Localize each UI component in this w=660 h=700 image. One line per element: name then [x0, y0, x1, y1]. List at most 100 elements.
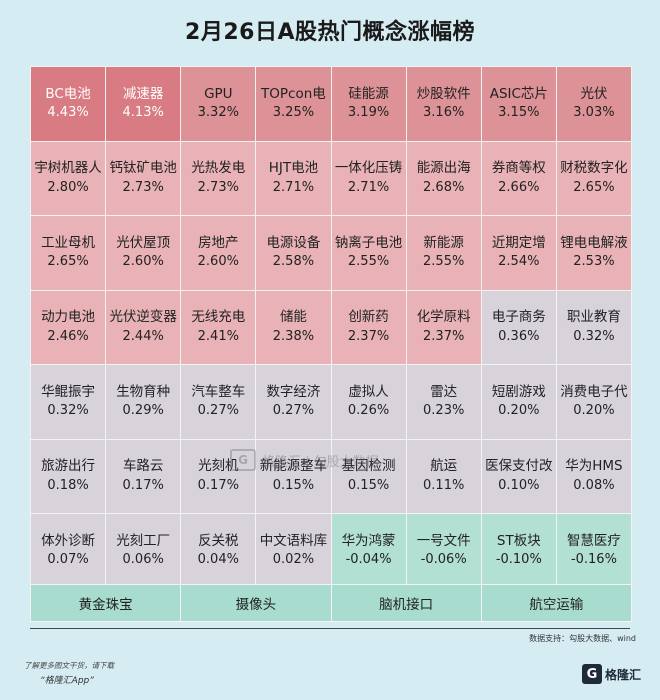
brand-logo-text: 格隆汇 — [605, 667, 642, 682]
concept-cell: 中文语料库 0.02% — [256, 514, 331, 588]
concept-name: 雷达 — [430, 383, 458, 400]
concept-change: 3.25% — [272, 105, 315, 121]
concept-change: 4.13% — [122, 105, 164, 121]
concept-cell: GPU 3.32% — [181, 67, 256, 141]
watermark-text: 格隆汇 | 勾股大数据 — [262, 454, 379, 470]
concept-name: 体外诊断 — [41, 532, 96, 549]
concept-cell: 近期定增 2.54% — [481, 216, 556, 290]
concept-change: 0.15% — [347, 477, 390, 493]
concept-change: 2.65% — [47, 254, 89, 270]
concept-cell: 财税数字化 2.65% — [556, 141, 631, 215]
concept-name: 华为HMS — [565, 458, 623, 475]
concept-cell: 房地产 2.60% — [181, 216, 256, 290]
watermark-logo-icon: G — [230, 449, 256, 471]
concept-name: 数字经济 — [266, 383, 321, 400]
concept-cell: 虚拟人 0.26% — [331, 365, 406, 439]
concept-name: TOPcon电 — [261, 85, 326, 102]
concept-name: 储能 — [279, 309, 307, 326]
concept-cell: 新能源整车 0.15% — [256, 439, 331, 513]
concept-name: 光刻工厂 — [116, 532, 171, 549]
concept-name: HJT电池 — [268, 160, 319, 177]
concept-name: 光伏逆变器 — [109, 309, 177, 326]
concept-cell: 车路云 0.17% — [106, 439, 181, 513]
concept-change: 2.60% — [122, 254, 164, 270]
concept-cell: 光伏逆变器 2.44% — [106, 290, 181, 364]
bottom-concept-cell: 航空运输 — [481, 585, 631, 621]
concept-change: 2.38% — [272, 328, 315, 344]
concept-cell: ST板块 -0.10% — [481, 514, 556, 588]
concept-change: 2.73% — [122, 179, 164, 195]
concept-change: 3.15% — [498, 105, 540, 121]
concept-change: 0.02% — [272, 552, 315, 568]
concept-name: 能源出海 — [416, 160, 471, 177]
concept-change: 3.32% — [197, 105, 239, 121]
concept-name: ST板块 — [496, 532, 541, 549]
concept-change: 0.11% — [423, 477, 465, 493]
concept-name: 减速器 — [122, 85, 164, 102]
concept-name: 财税数字化 — [560, 160, 628, 177]
concept-cell: 光刻工厂 0.06% — [106, 514, 181, 588]
concept-name: 一体化压铸 — [334, 160, 403, 177]
concept-change: 2.60% — [197, 254, 239, 270]
concept-change: 0.26% — [347, 403, 390, 419]
concept-change: 2.73% — [197, 179, 239, 195]
promo-text: 了解更多图文干货，请下载 — [24, 661, 114, 670]
concept-change: 0.27% — [197, 403, 239, 419]
concept-cell: 电源设备 2.58% — [256, 216, 331, 290]
concept-cell: 一号文件 -0.06% — [406, 514, 481, 588]
concept-change: 2.71% — [272, 179, 315, 195]
concept-change: 0.29% — [122, 403, 164, 419]
bottom-concept-cell: 脑机接口 — [331, 585, 481, 621]
concept-name: 基因检测 — [341, 458, 396, 475]
concept-change: -0.10% — [495, 552, 542, 568]
concept-cell: 航运 0.11% — [406, 439, 481, 513]
concept-cell: 雷达 0.23% — [406, 365, 481, 439]
promo-app-name: “格隆汇App” — [40, 676, 94, 686]
concept-cell: 一体化压铸 2.71% — [331, 141, 406, 215]
concept-change: 2.65% — [573, 179, 615, 195]
concept-name: 虚拟人 — [348, 383, 389, 400]
concept-change: 2.71% — [347, 179, 390, 195]
concept-name: 光刻机 — [198, 458, 239, 475]
brand-logo: G 格隆汇 — [582, 662, 652, 686]
concept-cell: 钠离子电池 2.55% — [331, 216, 406, 290]
concept-name: 职业教育 — [566, 309, 621, 326]
concept-change: 2.66% — [498, 179, 540, 195]
concept-change: 0.10% — [498, 477, 540, 493]
concept-change: 0.08% — [573, 477, 615, 493]
concept-name: 硅能源 — [348, 85, 389, 102]
concept-cell: 华鲲振宇 0.32% — [31, 365, 106, 439]
concept-change: 2.55% — [423, 254, 465, 270]
concept-name: 智慧医疗 — [566, 532, 621, 549]
bottom-row: 黄金珠宝 摄像头 脑机接口 航空运输 — [30, 584, 632, 622]
concept-cell: 旅游出行 0.18% — [31, 439, 106, 513]
concept-cell: 光热发电 2.73% — [181, 141, 256, 215]
concept-name: 近期定增 — [491, 234, 546, 251]
concept-cell: 光伏 3.03% — [556, 67, 631, 141]
concept-change: 0.17% — [122, 477, 164, 493]
concept-name: 新能源 — [423, 234, 464, 251]
concept-change: 2.41% — [197, 328, 239, 344]
concept-change: 0.27% — [272, 403, 315, 419]
concept-name: 房地产 — [198, 234, 239, 251]
concept-cell: 华为鸿蒙 -0.04% — [331, 514, 406, 588]
concept-change: -0.06% — [420, 552, 467, 568]
concept-cell: 反关税 0.04% — [181, 514, 256, 588]
concept-change: 0.07% — [47, 552, 89, 568]
concept-change: 2.44% — [122, 328, 164, 344]
concept-name: 旅游出行 — [41, 458, 96, 475]
concept-cell: 光刻机 0.17% — [181, 439, 256, 513]
concept-change: 3.16% — [423, 105, 465, 121]
concept-cell: 能源出海 2.68% — [406, 141, 481, 215]
concept-gain-grid: BC电池 4.43% 减速器 4.13% GPU 3.32% TOPcon电 3.25% 硅能源… — [30, 66, 632, 589]
concept-cell: 创新药 2.37% — [331, 290, 406, 364]
concept-change: 0.20% — [498, 403, 540, 419]
concept-change: 2.58% — [272, 254, 315, 270]
concept-cell: BC电池 4.43% — [31, 67, 106, 141]
concept-cell: 医保支付改 0.10% — [481, 439, 556, 513]
concept-change: 0.32% — [573, 328, 615, 344]
concept-change: 3.19% — [347, 105, 390, 121]
concept-name: 消费电子代 — [560, 383, 628, 400]
concept-cell: 无线充电 2.41% — [181, 290, 256, 364]
data-source: 数据支持：勾股大数据、wind — [529, 634, 636, 643]
